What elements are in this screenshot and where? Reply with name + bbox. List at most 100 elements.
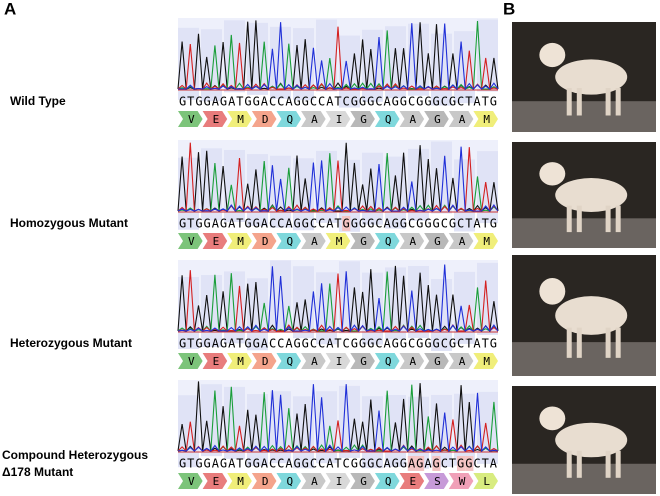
lamb-leg bbox=[576, 327, 582, 358]
amino-acid: M bbox=[483, 235, 490, 248]
amino-acid: V bbox=[188, 475, 195, 488]
lamb-leg bbox=[605, 205, 611, 233]
amino-acid-chevron bbox=[301, 473, 326, 489]
amino-acid-chevron bbox=[178, 111, 203, 127]
quality-bar bbox=[224, 20, 245, 93]
lamb-leg bbox=[576, 88, 582, 116]
trace bbox=[177, 20, 499, 91]
amino-acid: M bbox=[237, 475, 244, 488]
lamb-leg bbox=[566, 450, 572, 478]
amino-acid-chevron bbox=[424, 353, 449, 369]
amino-acid-chevron bbox=[399, 353, 425, 369]
panel-label: B bbox=[503, 0, 515, 18]
quality-bar bbox=[201, 148, 222, 221]
amino-acid: A bbox=[311, 235, 318, 248]
amino-acid: E bbox=[213, 235, 220, 248]
panel-label: A bbox=[4, 0, 16, 18]
amino-acid-chevron bbox=[325, 233, 351, 249]
mutation-highlight bbox=[456, 456, 466, 471]
amino-acid: Q bbox=[286, 113, 293, 126]
amino-acid-chevron bbox=[202, 353, 228, 369]
amino-acid: A bbox=[311, 355, 318, 368]
lamb-leg bbox=[576, 205, 582, 233]
amino-acid-chevron bbox=[374, 473, 400, 489]
amino-acid-chevron bbox=[448, 233, 474, 249]
amino-acid: Q bbox=[385, 235, 392, 248]
amino-acid-chevron bbox=[202, 233, 228, 249]
quality-bar bbox=[293, 266, 314, 339]
amino-acid: D bbox=[262, 355, 269, 368]
amino-acid-chevron bbox=[424, 473, 449, 489]
amino-acid-chevron bbox=[227, 353, 252, 369]
amino-acid-chevron bbox=[227, 111, 252, 127]
lamb-leg bbox=[605, 450, 611, 478]
row-label: Compound Heterozygous bbox=[2, 448, 148, 462]
amino-acid-chevron bbox=[301, 233, 326, 249]
sequence: GTGGAGATGGACCAGGCCATCGGGCAGGCGGGCGCTATG bbox=[179, 337, 497, 351]
row-label: Δ178 Mutant bbox=[2, 465, 73, 479]
amino-acid: A bbox=[410, 235, 417, 248]
amino-acid: M bbox=[237, 235, 244, 248]
mutation-highlight bbox=[432, 456, 441, 471]
mutation-highlight bbox=[407, 456, 416, 471]
amino-acid: G bbox=[434, 355, 441, 368]
amino-acid: A bbox=[311, 475, 318, 488]
amino-acid: Q bbox=[385, 475, 392, 488]
lamb-leg bbox=[576, 450, 582, 478]
amino-acid-chevron bbox=[448, 353, 474, 369]
amino-acid-chevron bbox=[325, 473, 351, 489]
trace bbox=[178, 22, 499, 91]
amino-acid-chevron bbox=[202, 473, 228, 489]
amino-acid-chevron bbox=[325, 353, 351, 369]
amino-acid: V bbox=[188, 235, 195, 248]
lamb-leg bbox=[615, 205, 621, 233]
lamb-leg bbox=[566, 88, 572, 116]
amino-acid: A bbox=[459, 355, 466, 368]
amino-acid-chevron bbox=[276, 353, 302, 369]
amino-acid-chevron bbox=[424, 233, 449, 249]
amino-acid-chevron bbox=[276, 233, 302, 249]
amino-acid: M bbox=[237, 113, 244, 126]
amino-acid: G bbox=[434, 113, 441, 126]
amino-acid-chevron bbox=[350, 473, 375, 489]
amino-acid: M bbox=[483, 355, 490, 368]
trace bbox=[177, 146, 499, 213]
lamb-leg bbox=[605, 88, 611, 116]
lamb-body bbox=[555, 178, 628, 212]
amino-acid: E bbox=[213, 113, 220, 126]
amino-acid: S bbox=[434, 475, 441, 488]
amino-acid: G bbox=[360, 475, 367, 488]
amino-acid: G bbox=[434, 235, 441, 248]
amino-acid-chevron bbox=[473, 233, 498, 249]
amino-acid-chevron bbox=[399, 111, 425, 127]
amino-acid-chevron bbox=[325, 111, 351, 127]
quality-bar bbox=[477, 19, 498, 92]
amino-acid-chevron bbox=[227, 473, 252, 489]
lamb-leg bbox=[615, 327, 621, 358]
trace bbox=[177, 384, 499, 453]
lamb-leg bbox=[566, 327, 572, 358]
amino-acid: A bbox=[459, 235, 466, 248]
amino-acid-chevron bbox=[178, 473, 203, 489]
amino-acid-chevron bbox=[251, 111, 277, 127]
sequence: GTGGAGATGGACCAGGCCATCGGGCAGGCGGGCGCTATG bbox=[179, 95, 497, 109]
lamb-leg bbox=[615, 88, 621, 116]
lamb-leg bbox=[615, 450, 621, 478]
amino-acid-chevron bbox=[473, 111, 498, 127]
amino-acid-chevron bbox=[399, 233, 425, 249]
amino-acid: Q bbox=[286, 235, 293, 248]
amino-acid-chevron bbox=[424, 111, 449, 127]
amino-acid-chevron bbox=[399, 473, 425, 489]
quality-bar bbox=[339, 385, 360, 458]
trace bbox=[177, 152, 499, 213]
amino-acid: D bbox=[262, 475, 269, 488]
quality-bar bbox=[454, 271, 475, 344]
amino-acid: M bbox=[483, 113, 490, 126]
amino-acid: A bbox=[410, 113, 417, 126]
amino-acid-chevron bbox=[374, 111, 400, 127]
amino-acid: A bbox=[311, 113, 318, 126]
amino-acid-chevron bbox=[301, 111, 326, 127]
amino-acid-chevron bbox=[251, 473, 277, 489]
